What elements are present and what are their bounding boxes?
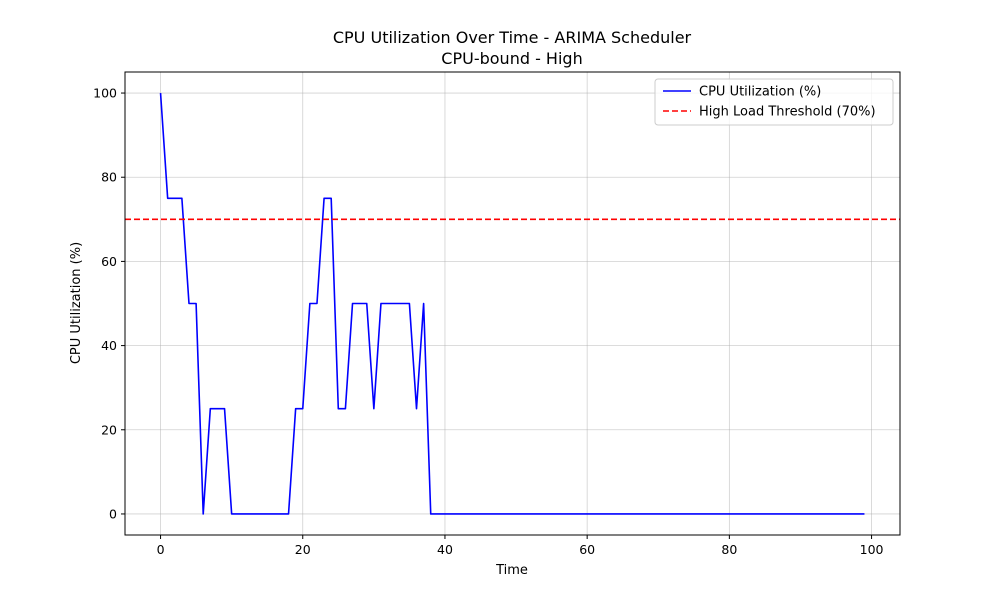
x-tick-label: 100 [860, 542, 884, 557]
x-axis-label: Time [495, 563, 528, 578]
grid [125, 72, 900, 535]
y-tick-label: 80 [101, 170, 117, 185]
plot-frame [124, 71, 901, 536]
axis-ticks: 0 20 40 60 80 100 0 20 40 60 80 100 [93, 86, 883, 557]
y-tick-label: 40 [101, 338, 117, 353]
legend-box [654, 78, 894, 126]
x-tick-label: 0 [157, 542, 165, 557]
plot-series [125, 92, 900, 515]
y-tick-label: 20 [101, 422, 117, 437]
legend-entry-label: High Load Threshold (70%) [699, 105, 876, 120]
x-tick-label: 80 [721, 542, 737, 557]
chart-subtitle: CPU-bound - High [441, 49, 582, 68]
cpu-utilization-line [159, 92, 865, 515]
x-tick-label: 20 [295, 542, 311, 557]
y-axis-label: CPU Utilization (%) [69, 242, 84, 364]
x-tick-label: 60 [579, 542, 595, 557]
legend-entry-label: CPU Utilization (%) [699, 85, 821, 100]
y-tick-label: 100 [93, 86, 117, 101]
legend: CPU Utilization (%) High Load Threshold (… [654, 78, 894, 126]
y-tick-label: 0 [109, 506, 117, 521]
chart-title: CPU Utilization Over Time - ARIMA Schedu… [333, 28, 692, 47]
x-tick-label: 40 [437, 542, 453, 557]
y-tick-label: 60 [101, 254, 117, 269]
